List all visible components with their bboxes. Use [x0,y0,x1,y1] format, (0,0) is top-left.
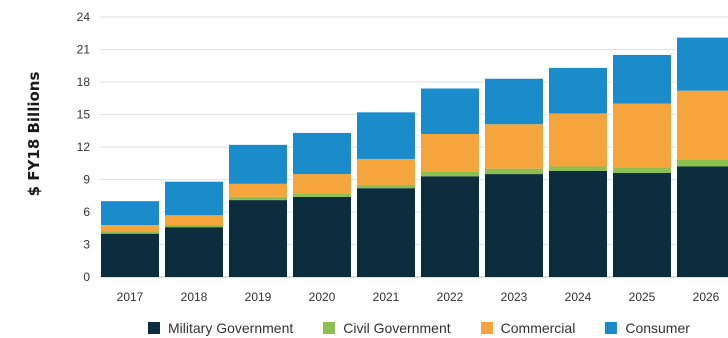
legend-item: Military Government [148,320,293,336]
bar-segment [101,201,159,225]
legend-item: Commercial [480,320,576,336]
bar-segment [549,166,607,171]
bar-segment [549,170,607,277]
x-tick-label: 2019 [245,290,272,304]
legend: Military Government Civil Government Comme… [148,320,720,336]
legend-item: Consumer [605,320,690,336]
bar-segment [101,225,159,232]
bar-segment [485,168,543,175]
bar-segment [613,103,671,168]
bar-segment [613,54,671,104]
bar-segment [485,124,543,169]
bar-segment [613,167,671,173]
bar-segment [485,78,543,125]
legend-label: Civil Government [343,320,451,336]
bar-segment [613,173,671,277]
bar-segment [101,231,159,234]
x-tick-label: 2022 [437,290,464,304]
x-tick-label: 2023 [501,290,528,304]
bar-segment [677,90,728,160]
bar-segment [293,132,351,175]
bar-segment [229,196,287,201]
bar-segment [677,166,728,277]
y-tick-label: 6 [83,205,90,219]
x-tick-label: 2021 [373,290,400,304]
bar-segment [229,183,287,197]
x-tick-label: 2024 [565,290,592,304]
legend-swatch [605,322,618,334]
x-tick-label: 2018 [181,290,208,304]
bars [101,37,728,277]
bar-segment [165,215,223,225]
bar-segment [549,113,607,167]
y-tick-label: 3 [83,238,90,252]
bar-segment [421,176,479,277]
legend-label: Commercial [500,320,576,336]
bar-segment [485,174,543,277]
y-tick-label: 21 [77,43,91,57]
bar-segment [549,67,607,114]
x-tick-label: 2026 [693,290,720,304]
bar-segment [677,37,728,91]
x-axis-ticks: 2017 2018 2019 2020 2021 2022 2023 2024 2025 2026 [117,290,720,304]
bar-segment [357,188,415,277]
bar-segment [421,88,479,134]
bar-segment [293,196,351,277]
legend-label: Military Government [168,320,294,336]
legend-swatch [148,322,160,334]
x-tick-label: 2025 [629,290,656,304]
legend-swatch [480,322,493,334]
bar-segment [357,158,415,185]
legend-item: Civil Government [323,320,451,336]
bar-segment [421,171,479,177]
y-tick-label: 0 [83,270,90,284]
y-axis-label: $ FY18 Billions [25,72,43,197]
bar-segment [165,181,223,216]
bar-segment [229,144,287,184]
bar-segment [357,112,415,159]
y-axis-ticks: 0 3 6 9 12 15 18 21 24 [77,10,91,284]
y-tick-label: 12 [77,140,91,154]
bar-segment [165,227,223,277]
bar-segment [421,134,479,172]
y-tick-label: 24 [77,10,91,24]
bar-segment [357,184,415,189]
y-tick-label: 15 [77,108,91,122]
bar-segment [101,233,159,277]
bar-segment [293,174,351,194]
bar-segment [677,160,728,167]
x-tick-label: 2017 [117,290,144,304]
bar-segment [229,200,287,277]
y-tick-label: 18 [77,75,91,89]
legend-swatch [323,322,336,334]
y-tick-label: 9 [83,173,90,187]
bar-segment [165,225,223,228]
legend-label: Consumer [625,320,690,336]
bar-segment [293,193,351,197]
x-tick-label: 2020 [309,290,336,304]
